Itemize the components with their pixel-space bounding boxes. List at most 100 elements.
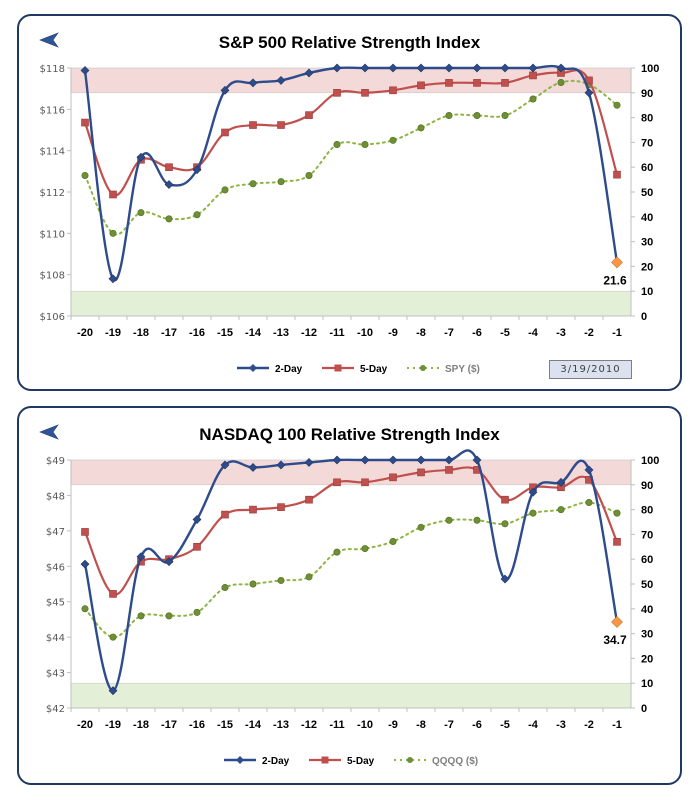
data-point — [166, 216, 172, 222]
data-point — [334, 141, 340, 147]
chart-2: NASDAQ 100 Relative Strength Index $42 $43… — [19, 408, 680, 783]
left-tick-label: $47 — [46, 527, 65, 538]
data-point — [250, 181, 256, 187]
x-tick-label: -16 — [189, 719, 205, 731]
nasdaq100-chart-panel: NASDAQ 100 Relative Strength Index $42 $43… — [17, 406, 682, 785]
data-point — [612, 616, 623, 627]
right-tick-label: 40 — [641, 604, 653, 616]
data-point — [474, 112, 480, 118]
series-5-day — [82, 466, 621, 597]
x-tick-label: -10 — [357, 719, 373, 731]
data-point — [109, 275, 117, 283]
x-tick-label: -2 — [584, 327, 594, 339]
data-point — [306, 496, 313, 503]
data-point — [194, 609, 200, 615]
back-button[interactable] — [39, 32, 59, 48]
series-line — [85, 81, 617, 235]
data-point — [586, 499, 592, 505]
x-tick-label: -17 — [161, 719, 177, 731]
x-tick-label: -9 — [388, 327, 398, 339]
data-point — [110, 634, 116, 640]
data-point — [250, 122, 257, 129]
x-tick-label: -3 — [556, 327, 566, 339]
data-point — [418, 524, 424, 530]
right-tick-label: 70 — [641, 529, 653, 541]
left-tick-label: $49 — [46, 456, 65, 467]
data-point — [82, 172, 88, 178]
x-tick-label: -9 — [388, 719, 398, 731]
x-tick-label: -13 — [273, 719, 289, 731]
data-point — [530, 72, 537, 79]
series-line — [85, 450, 617, 690]
legend-marker — [420, 365, 426, 371]
data-point — [138, 209, 144, 215]
x-tick-label: -19 — [105, 719, 121, 731]
data-point — [446, 79, 453, 86]
data-point — [222, 511, 229, 518]
data-point — [614, 510, 620, 516]
data-point — [222, 187, 228, 193]
left-tick-label: $42 — [46, 704, 65, 715]
oversold-band — [71, 291, 631, 316]
x-tick-label: -5 — [500, 327, 510, 339]
left-tick-label: $43 — [46, 669, 65, 680]
left-tick-label: $118 — [40, 64, 65, 75]
right-tick-label: 90 — [641, 88, 653, 100]
x-tick-label: -7 — [444, 719, 454, 731]
left-tick-label: $45 — [46, 598, 65, 609]
x-tick-label: -17 — [161, 327, 177, 339]
data-point — [614, 538, 621, 545]
data-point — [110, 590, 117, 597]
x-tick-label: -19 — [105, 327, 121, 339]
legend-label: 2-Day — [275, 364, 303, 375]
left-tick-label: $106 — [40, 312, 65, 323]
right-tick-label: 10 — [641, 286, 653, 298]
x-tick-label: -20 — [77, 327, 93, 339]
x-tick-label: -6 — [472, 327, 482, 339]
data-point — [530, 96, 536, 102]
back-button[interactable] — [39, 424, 59, 440]
x-tick-label: -15 — [217, 719, 233, 731]
chart-1: S&P 500 Relative Strength Index $106 $108 $… — [19, 16, 680, 389]
data-point — [474, 517, 480, 523]
left-tick-label: $112 — [40, 188, 65, 199]
overbought-band — [71, 68, 631, 93]
data-point — [222, 129, 229, 136]
data-point — [530, 510, 536, 516]
x-tick-label: -2 — [584, 719, 594, 731]
data-point — [502, 112, 508, 118]
right-tick-label: 10 — [641, 678, 653, 690]
left-tick-label: $44 — [46, 633, 65, 644]
data-point — [82, 606, 88, 612]
data-point — [390, 474, 397, 481]
chart-title: NASDAQ 100 Relative Strength Index — [199, 425, 500, 444]
data-point — [502, 79, 509, 86]
data-point — [446, 112, 452, 118]
data-point — [362, 479, 369, 486]
right-tick-label: 60 — [641, 162, 653, 174]
legend-label: 2-Day — [262, 756, 290, 767]
data-point — [306, 172, 312, 178]
oversold-band — [71, 683, 631, 708]
x-tick-label: -11 — [329, 327, 344, 339]
data-point — [110, 230, 116, 236]
legend-marker — [335, 365, 342, 372]
x-tick-label: -14 — [245, 719, 262, 731]
data-point — [81, 560, 89, 568]
x-tick-label: -3 — [556, 719, 566, 731]
left-tick-label: $116 — [40, 105, 65, 116]
data-point — [278, 504, 285, 511]
data-point — [278, 178, 284, 184]
data-point — [166, 164, 173, 171]
data-point — [502, 521, 508, 527]
x-tick-label: -8 — [416, 327, 426, 339]
x-tick-label: -4 — [528, 327, 539, 339]
data-point — [614, 171, 621, 178]
data-point — [306, 112, 313, 119]
data-point — [82, 119, 89, 126]
data-point — [474, 79, 481, 86]
date-label: 3/19/2010 — [549, 360, 632, 379]
x-tick-label: -12 — [301, 327, 317, 339]
data-point — [418, 469, 425, 476]
data-point — [362, 141, 368, 147]
